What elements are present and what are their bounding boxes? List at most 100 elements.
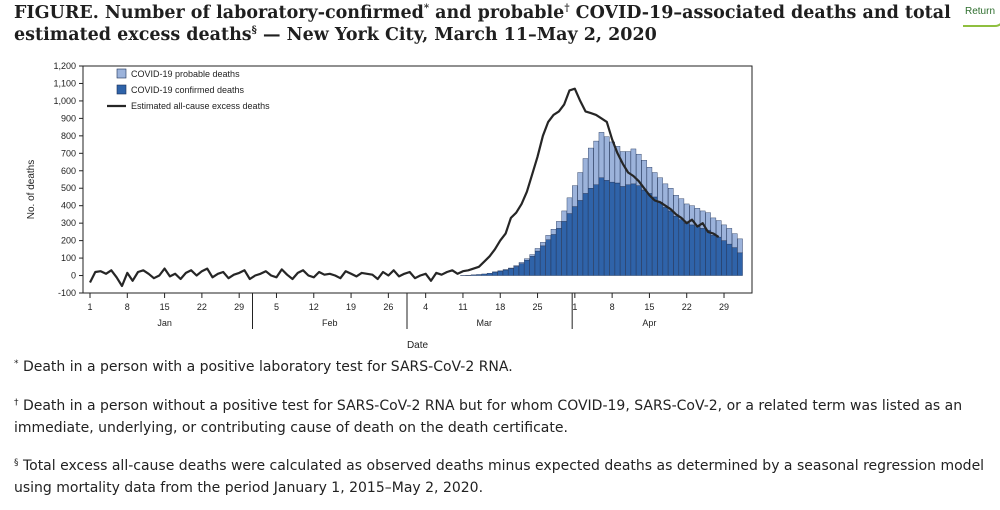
bar-probable — [566, 197, 573, 214]
x-tick-label: 29 — [234, 302, 244, 312]
month-label: Apr — [642, 318, 656, 328]
bar-confirmed — [625, 184, 631, 276]
bar-confirmed — [699, 228, 706, 276]
bar-confirmed — [710, 235, 717, 276]
bar-probable — [577, 172, 583, 201]
y-tick-label: 1,200 — [53, 61, 76, 71]
bar-confirmed — [540, 245, 546, 276]
bar-confirmed — [476, 274, 482, 276]
bar-confirmed — [668, 210, 674, 276]
bar-confirmed — [705, 229, 711, 276]
bar-confirmed — [593, 184, 599, 276]
x-tick-label: 4 — [423, 302, 428, 312]
y-tick-label: 900 — [61, 113, 76, 123]
x-tick-label: 12 — [309, 302, 319, 312]
y-tick-label: 200 — [61, 236, 76, 246]
bar-confirmed — [470, 274, 477, 276]
x-tick-label: 25 — [533, 302, 543, 312]
bar-probable — [652, 172, 658, 198]
month-label: Feb — [322, 318, 338, 328]
bar-probable — [620, 151, 626, 187]
bar-confirmed — [652, 196, 658, 276]
bar-probable — [513, 265, 519, 267]
y-tick-label: 600 — [61, 166, 76, 176]
x-tick-label: 5 — [274, 302, 279, 312]
deaths-chart: -100 0 100 200 300 400 500 600 700 800 900 1,000 1,1… — [26, 61, 753, 351]
bar-probable — [609, 141, 615, 183]
bar-probable — [630, 148, 637, 185]
bar-probable — [710, 217, 717, 236]
bar-confirmed — [678, 219, 685, 276]
bar-probable — [636, 153, 642, 186]
footnote-text: Death in a person with a positive labora… — [18, 359, 513, 375]
bar-probable — [715, 220, 722, 238]
x-tick-label: 8 — [125, 302, 130, 312]
bar-confirmed — [598, 177, 605, 276]
plot-frame — [82, 65, 753, 294]
bar-probable — [689, 205, 695, 226]
x-tick-label: 18 — [495, 302, 505, 312]
bar-probable — [556, 221, 562, 229]
return-link[interactable]: Return — [962, 6, 1000, 27]
bar-probable — [524, 258, 530, 261]
x-tick-label: 8 — [610, 302, 615, 312]
bar-probable — [737, 238, 743, 254]
bar-confirmed — [545, 239, 551, 276]
bar-probable — [721, 224, 727, 241]
bar-probable — [518, 262, 525, 264]
bar-confirmed — [524, 259, 530, 276]
x-tick-label: 19 — [346, 302, 356, 312]
y-tick-label: 800 — [61, 131, 76, 141]
bar-probable — [604, 136, 610, 181]
bar-probable — [593, 140, 599, 185]
excess-deaths-line — [89, 87, 720, 288]
bar-confirmed — [497, 270, 503, 276]
footnote-marker: † — [564, 3, 570, 14]
bar-probable — [668, 188, 674, 212]
bar-confirmed — [630, 183, 637, 276]
footnote-excess: § Total excess all-cause deaths were cal… — [14, 455, 989, 499]
bar-probable — [529, 254, 535, 257]
footnote-text: Total excess all-cause deaths were calcu… — [14, 458, 985, 496]
bar-confirmed — [726, 243, 733, 276]
legend-label: COVID-19 confirmed deaths — [131, 85, 245, 95]
footnote-marker: * — [14, 359, 19, 369]
bar-confirmed — [502, 269, 509, 276]
bar-confirmed — [614, 182, 621, 276]
bar-confirmed — [604, 180, 610, 276]
plot-layer: -100 0 100 200 300 400 500 600 700 800 900 1,000 1,1… — [26, 61, 753, 351]
y-tick-label: 0 — [71, 271, 76, 281]
bar-probable — [550, 229, 557, 235]
x-tick-label: 11 — [458, 302, 467, 312]
x-axis-label: Date — [407, 340, 429, 351]
bar-confirmed — [561, 221, 567, 276]
bar-probable — [540, 242, 546, 247]
x-tick-label: 22 — [197, 302, 207, 312]
bar-probable — [561, 210, 567, 222]
bar-confirmed — [662, 207, 669, 276]
footnote-marker: § — [251, 25, 257, 36]
title-part: and probable — [429, 3, 565, 23]
bar-confirmed — [513, 266, 519, 276]
x-tick-label: 29 — [719, 302, 729, 312]
y-tick-label: -100 — [58, 288, 76, 298]
bar-probable — [673, 195, 679, 217]
footnote-text: Death in a person without a positive tes… — [14, 398, 963, 436]
bar-confirmed — [481, 273, 487, 276]
bar-confirmed — [721, 240, 727, 276]
bar-probable — [731, 233, 738, 248]
bar-confirmed — [577, 200, 583, 276]
footnote-probable: † Death in a person without a positive t… — [14, 395, 989, 439]
legend-swatch-probable — [116, 68, 127, 79]
title-part: COVID-19–associated deaths and total est… — [14, 3, 951, 45]
figure-label: FIGURE. — [14, 3, 99, 23]
x-tick-label: 15 — [644, 302, 654, 312]
bar-confirmed — [641, 189, 647, 276]
bar-probable — [678, 198, 685, 220]
bar-probable — [646, 167, 653, 194]
x-tick-label: 22 — [682, 302, 692, 312]
legend-label: COVID-19 probable deaths — [131, 69, 240, 79]
x-tick-label: 1 — [572, 302, 577, 312]
y-tick-label: 1,000 — [53, 96, 76, 106]
bar-confirmed — [609, 181, 615, 276]
